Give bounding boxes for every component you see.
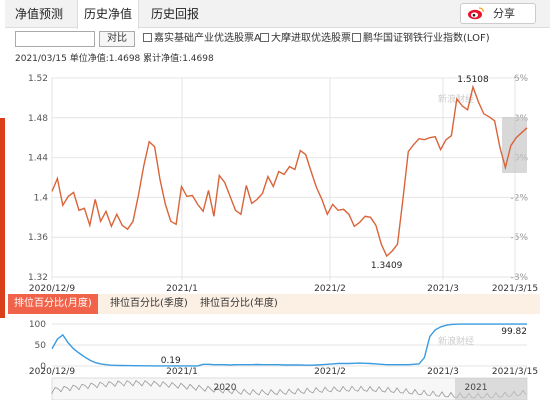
tab-history-nav[interactable]: 历史净值: [77, 0, 140, 29]
checkbox-icon[interactable]: [260, 33, 269, 42]
nav-date: 2021/03/15: [15, 54, 67, 64]
tab-history-return[interactable]: 历史回报: [151, 7, 200, 21]
navigator-selection: [455, 378, 527, 400]
max-value-label: 1.5108: [457, 75, 489, 85]
share-button[interactable]: 分享: [460, 3, 536, 24]
navigator-year-label: 2020: [214, 383, 237, 393]
weibo-icon: [468, 7, 485, 20]
left-edge-strip: [0, 0, 5, 400]
left-edge-accent: [0, 118, 5, 318]
right-tick-label: 6%: [514, 74, 529, 84]
compare-option-2[interactable]: 大摩进取优选股票: [260, 32, 351, 46]
y-tick-label: 1.4: [34, 193, 49, 203]
compare-option-label: 大摩进取优选股票: [271, 33, 351, 44]
x-tick-label: 2021/3/15: [492, 284, 538, 294]
tab-nav-forecast[interactable]: 净值预测: [15, 7, 64, 21]
nav-series-line: [51, 84, 528, 258]
unit-nav-value: 1.4698: [108, 54, 141, 64]
compare-option-label: 嘉实基础产业优选股票A: [154, 33, 261, 44]
cum-nav-label: 累计净值:: [143, 54, 183, 64]
unit-nav-label: 单位净值:: [69, 54, 109, 64]
y-tick-label: 1.32: [28, 273, 48, 283]
x-tick-label: 2020/12/9: [29, 367, 75, 377]
rank-series-line: [51, 323, 527, 367]
checkbox-icon[interactable]: [143, 33, 152, 42]
nav-line-chart[interactable]: 1.526%1.483%1.440%1.4-2%1.36-5%1.32-8%20…: [0, 62, 550, 294]
x-tick-label: 2021/3: [427, 367, 459, 377]
y-tick-label: 1.36: [28, 233, 48, 243]
cum-nav-value: 1.4698: [182, 54, 214, 64]
y-tick-label: 1.44: [28, 154, 48, 164]
right-tick-label: -2%: [510, 193, 528, 203]
x-tick-label: 2020/12/9: [29, 284, 75, 294]
tab-rank-monthly[interactable]: 排位百分比(月度): [8, 294, 98, 314]
y-tick-label: 0: [40, 362, 46, 372]
compare-option-3[interactable]: 鹏华国证钢铁行业指数(LOF): [352, 32, 490, 46]
tab-bar: 净值预测 历史净值 历史回报 分享: [5, 0, 550, 29]
checkbox-icon[interactable]: [352, 33, 361, 42]
y-tick-label: 50: [35, 341, 47, 351]
watermark-text: 新浪财经: [438, 93, 474, 105]
x-tick-label: 2021/2: [314, 284, 346, 294]
watermark-text: 新浪财经: [438, 335, 474, 347]
nav-info-line: 2021/03/15 单位净值:1.4698 累计净值:1.4698: [15, 51, 214, 64]
right-tick-label: -8%: [510, 273, 528, 283]
y-tick-label: 1.48: [28, 114, 48, 124]
x-tick-label: 2021/3/15: [492, 367, 538, 377]
compare-button[interactable]: 对比: [99, 31, 135, 47]
min-value-label: 1.3409: [371, 261, 403, 271]
x-tick-label: 2021/3: [427, 284, 459, 294]
rank-tab-bar: 排位百分比(月度) 排位百分比(季度) 排位百分比(年度): [8, 294, 540, 314]
y-tick-label: 1.52: [28, 74, 48, 84]
compare-option-1[interactable]: 嘉实基础产业优选股票A: [143, 32, 261, 46]
navigator-year-label: 2021: [465, 383, 488, 393]
right-tick-label: -5%: [510, 233, 528, 243]
x-tick-label: 2021/1: [166, 284, 198, 294]
last-value-label: 99.82: [501, 327, 527, 337]
share-label: 分享: [493, 7, 515, 20]
compare-fund-input[interactable]: [15, 31, 95, 47]
min-value-label: 0.19: [161, 356, 181, 366]
y-tick-label: 100: [29, 320, 46, 330]
x-tick-label: 2021/1: [166, 367, 198, 377]
navigator-line: [51, 380, 527, 399]
compare-option-label: 鹏华国证钢铁行业指数(LOF): [363, 33, 490, 44]
tab-rank-quarterly[interactable]: 排位百分比(季度): [110, 298, 188, 309]
tab-rank-yearly[interactable]: 排位百分比(年度): [200, 298, 278, 309]
x-tick-label: 2021/2: [314, 367, 346, 377]
